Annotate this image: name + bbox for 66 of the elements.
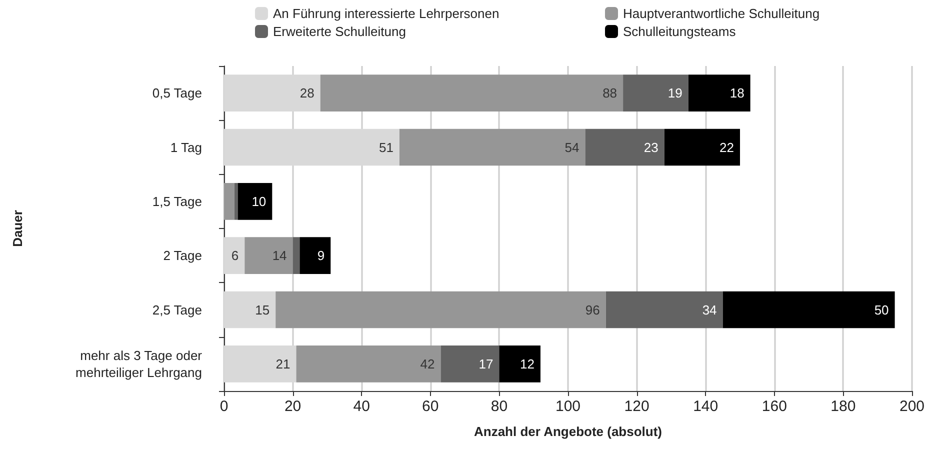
data-label: 88 (602, 86, 618, 101)
data-label: 21 (276, 356, 290, 372)
bar (296, 346, 441, 382)
x-tick-label: 180 (830, 398, 856, 415)
bar (224, 128, 400, 166)
bar (300, 237, 331, 274)
x-tick-label: 80 (490, 398, 508, 415)
bar (224, 183, 234, 220)
bar (224, 291, 276, 328)
bar (499, 346, 540, 382)
bar (623, 74, 688, 112)
data-label: 6 (231, 248, 239, 264)
data-label: 18 (730, 86, 744, 101)
y-tick-label: 2 Tage (163, 248, 202, 264)
legend-label: Schulleitungsteams (623, 24, 736, 39)
bar (399, 128, 586, 166)
data-label: 14 (272, 248, 287, 264)
data-label: 9 (317, 248, 325, 264)
bar (292, 237, 300, 274)
y-tick-label: 1,5 Tage (152, 194, 202, 209)
y-axis-title: Dauer (10, 210, 25, 247)
data-label: 15 (255, 302, 270, 318)
x-tick-label: 60 (422, 398, 439, 415)
bar (722, 291, 895, 328)
x-tick-label: 120 (624, 398, 650, 415)
bar (606, 291, 723, 328)
bar (440, 346, 500, 382)
x-tick-label: 40 (353, 398, 370, 415)
bar (585, 128, 664, 166)
bar (688, 74, 750, 112)
bar (224, 74, 320, 112)
x-tick-label: 200 (899, 398, 925, 415)
bar (224, 237, 245, 274)
data-label: 17 (478, 356, 494, 372)
legend-label: Hauptverantwortliche Schulleitung (623, 6, 820, 21)
data-label: 10 (252, 194, 266, 209)
data-label: 96 (585, 302, 600, 318)
data-label: 50 (874, 302, 889, 318)
x-tick-label: 140 (693, 398, 718, 415)
data-label: 28 (300, 86, 314, 101)
data-label: 23 (644, 140, 658, 155)
bar (224, 346, 296, 382)
data-label: 42 (420, 356, 435, 372)
data-label: 51 (378, 140, 394, 155)
legend-label: Erweiterte Schulleitung (273, 24, 406, 39)
x-tick-label: 160 (762, 398, 787, 415)
data-label: 54 (564, 140, 580, 155)
bar (244, 237, 293, 274)
legend-label: An Führung interessierte Lehrpersonen (273, 6, 500, 21)
x-axis-title: Anzahl der Angebote (absolut) (474, 424, 662, 439)
x-tick-label: 100 (555, 398, 581, 415)
bar (664, 128, 740, 166)
y-tick-label: 2,5 Tage (152, 302, 202, 318)
x-tick-label: 0 (220, 398, 228, 415)
data-label: 22 (720, 140, 734, 155)
bar (320, 74, 624, 112)
bar (276, 291, 606, 328)
data-label: 12 (520, 356, 534, 372)
y-tick-label: mehr als 3 Tage oder mehrteiliger Lehrgang (76, 348, 203, 380)
y-tick-label: 0,5 Tage (152, 86, 202, 101)
data-label: 19 (668, 86, 682, 101)
bar (238, 183, 272, 220)
data-label: 34 (702, 302, 717, 318)
x-tick-label: 20 (284, 398, 302, 415)
bar (234, 183, 238, 220)
y-tick-label: 1 Tag (170, 140, 202, 155)
